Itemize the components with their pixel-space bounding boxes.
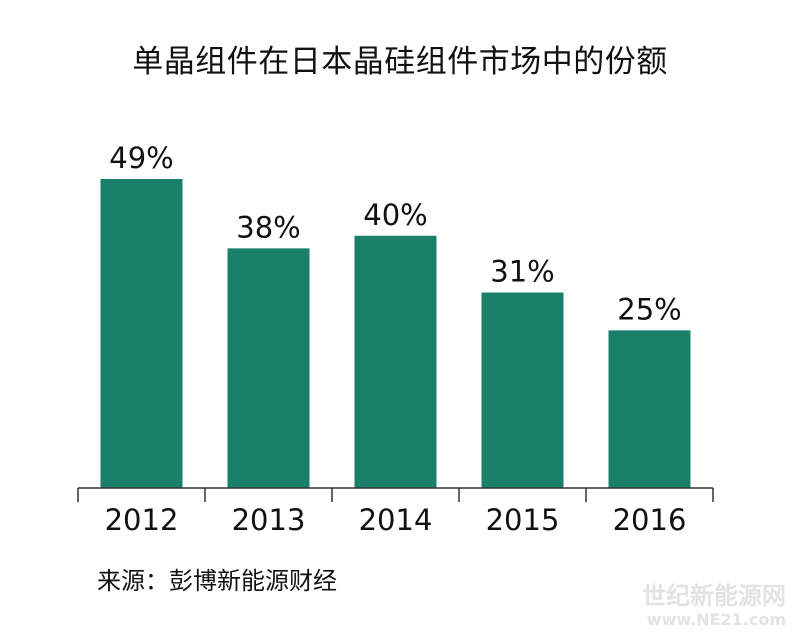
watermark-site-url: www.NE21.com — [646, 610, 786, 629]
bar-2012 — [100, 179, 183, 488]
x-tick-label-2013: 2013 — [232, 503, 306, 537]
data-labels-group: 49% 38% 40% 31% 25% — [109, 141, 681, 326]
x-tick-label-2012: 2012 — [105, 503, 179, 537]
bar-2014 — [354, 235, 437, 488]
x-tick-label-2015: 2015 — [486, 503, 560, 537]
x-axis — [77, 487, 714, 502]
bars-group — [100, 179, 691, 488]
data-label-2016: 25% — [617, 292, 681, 326]
bar-2013 — [227, 248, 310, 488]
data-label-2015: 31% — [490, 255, 554, 289]
bar-2016 — [608, 330, 691, 488]
watermark-site-name: 世纪新能源网 — [642, 582, 786, 610]
bar-2015 — [481, 292, 564, 488]
x-tick-label-2016: 2016 — [613, 503, 687, 537]
chart-title: 单晶组件在日本晶硅组件市场中的份额 — [132, 44, 668, 80]
x-tick-label-2014: 2014 — [359, 503, 433, 537]
data-label-2014: 40% — [363, 198, 427, 232]
data-label-2012: 49% — [109, 141, 173, 175]
x-tick-labels-group: 2012 2013 2014 2015 2016 — [105, 503, 687, 537]
source-note: 来源：彭博新能源财经 — [97, 567, 337, 595]
data-label-2013: 38% — [236, 210, 300, 244]
